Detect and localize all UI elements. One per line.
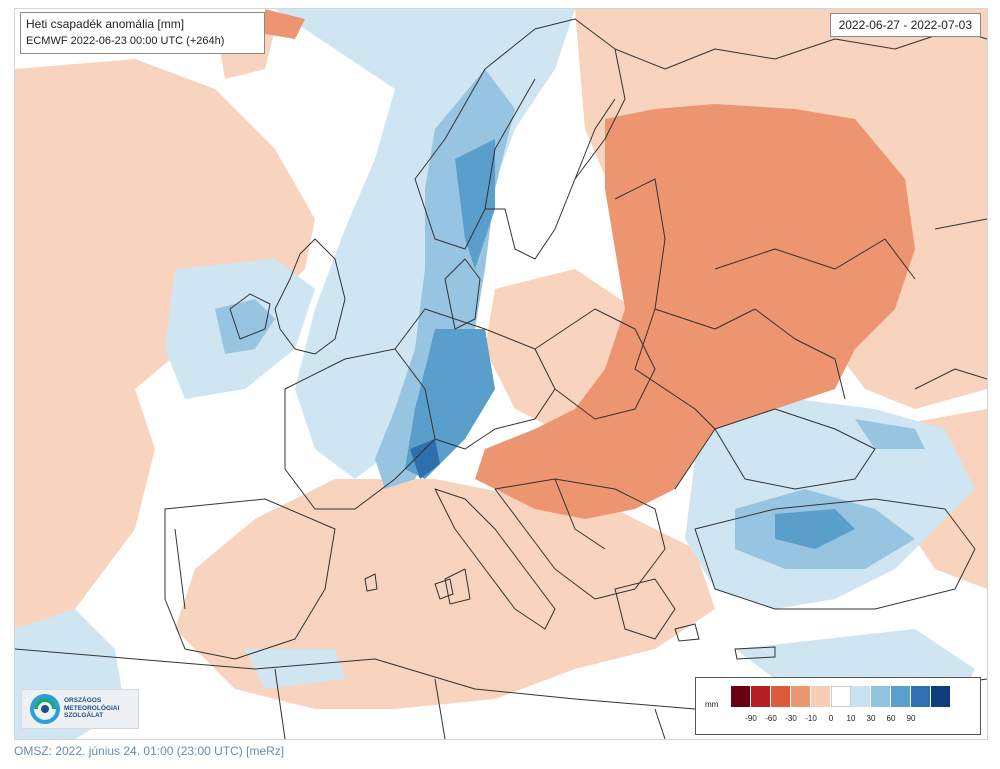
legend-tick-label: -90 xyxy=(745,714,757,723)
logo-text: ORSZÁGOS METEOROLÓGIAI SZOLGÁLAT xyxy=(64,697,120,719)
legend-swatch xyxy=(911,686,931,707)
map-title: Heti csapadék anomália [mm] xyxy=(26,17,185,31)
period-label: 2022-06-27 - 2022-07-03 xyxy=(829,13,981,37)
omsz-logo: ORSZÁGOS METEOROLÓGIAI SZOLGÁLAT xyxy=(21,689,139,729)
islands xyxy=(364,573,776,660)
legend-swatch xyxy=(731,686,751,707)
map-frame: Heti csapadék anomália [mm] ECMWF 2022-0… xyxy=(14,8,988,740)
legend-swatch xyxy=(831,686,851,707)
legend-swatches xyxy=(731,686,951,707)
legend-swatch xyxy=(891,686,911,707)
map-title-box: Heti csapadék anomália [mm] ECMWF 2022-0… xyxy=(20,12,265,54)
footer-timestamp: OMSZ: 2022. június 24. 01:00 (23:00 UTC)… xyxy=(14,744,285,758)
legend-swatch xyxy=(791,686,811,707)
anomaly-wet-30-60 xyxy=(405,139,855,549)
precipitation-anomaly-map xyxy=(15,9,987,739)
legend-tick-label: -30 xyxy=(785,714,797,723)
legend-swatch xyxy=(851,686,871,707)
legend-tick-label: 90 xyxy=(906,714,916,723)
legend-swatch xyxy=(931,686,951,707)
legend-swatch xyxy=(751,686,771,707)
omsz-swirl-icon xyxy=(30,694,60,724)
anomaly-wet-60-90 xyxy=(410,439,440,479)
legend-tick-label: 30 xyxy=(866,714,876,723)
legend-tick-label: -60 xyxy=(765,714,777,723)
map-subtitle: ECMWF 2022-06-23 00:00 UTC (+264h) xyxy=(26,35,225,47)
legend-swatch xyxy=(871,686,891,707)
legend: mm -90 -60 -30 -10 0 10 30 60 90 xyxy=(695,677,981,735)
legend-tick-label: -10 xyxy=(805,714,817,723)
legend-tick-label: 0 xyxy=(828,714,834,723)
anomaly-dry-10-30 xyxy=(265,9,915,519)
legend-tick-label: 60 xyxy=(886,714,896,723)
legend-swatch xyxy=(811,686,831,707)
legend-tick-label: 10 xyxy=(846,714,856,723)
legend-swatch xyxy=(771,686,791,707)
legend-unit: mm xyxy=(705,700,719,709)
